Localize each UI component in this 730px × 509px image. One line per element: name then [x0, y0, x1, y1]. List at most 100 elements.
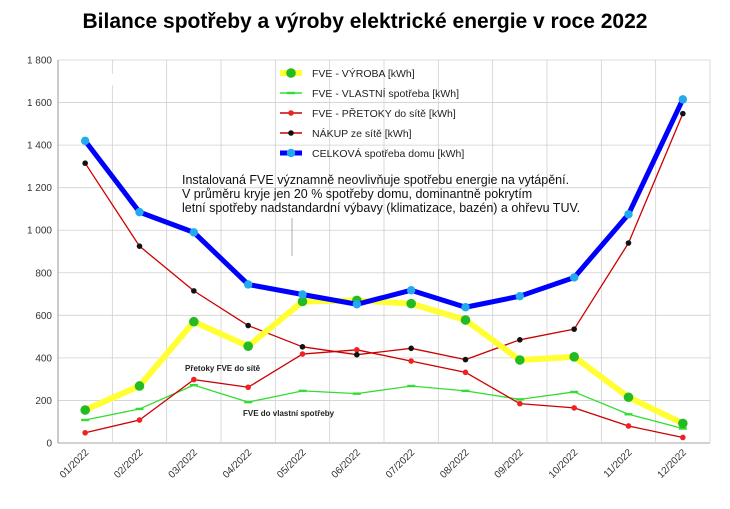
data-point: [461, 303, 470, 312]
x-tick-label: 08/2022: [438, 447, 472, 481]
data-point: [135, 207, 144, 217]
data-point: [460, 315, 471, 325]
series-line: [85, 384, 683, 430]
y-tick-label: 1 200: [27, 183, 52, 194]
data-point: [354, 347, 360, 353]
data-point: [569, 352, 579, 362]
x-tick-label: 06/2022: [330, 447, 364, 481]
data-point: [569, 273, 579, 282]
data-point: [189, 228, 199, 237]
legend-entry: FVE - PŘETOKY do sítě [kWh]: [280, 107, 456, 120]
legend: FVE - VÝROBA [kWh] FVE - VLASTNÍ spotřeba…: [280, 67, 464, 160]
data-point: [135, 407, 144, 411]
legend-label: FVE - PŘETOKY do sítě [kWh]: [312, 107, 456, 120]
legend-swatch-marker: [288, 130, 294, 136]
y-tick-label: 200: [35, 396, 52, 407]
x-tick-label: 04/2022: [221, 447, 255, 481]
data-point: [680, 110, 686, 117]
x-tick-label: 01/2022: [58, 447, 92, 481]
series-line: [83, 297, 685, 427]
x-tick-label: 05/2022: [275, 447, 309, 481]
legend-swatch-marker: [286, 148, 296, 158]
note-line-2: V průměru kryje jen 20 % spotřeby domu, …: [182, 187, 532, 201]
data-point: [82, 160, 88, 166]
data-point: [244, 400, 253, 404]
data-point: [571, 326, 577, 332]
data-point: [408, 358, 414, 364]
data-point: [191, 376, 197, 383]
y-tick-label: 1 800: [27, 56, 52, 67]
legend-label: CELKOVÁ spotřeba domu [kWh]: [312, 147, 464, 160]
data-point: [136, 417, 143, 423]
data-point: [80, 136, 90, 146]
data-point: [678, 95, 688, 104]
annotation-pretoky: Přetoky FVE do sítě: [185, 364, 261, 373]
data-point: [570, 390, 579, 394]
y-tick-label: 1 000: [27, 226, 52, 237]
series-line: [83, 98, 686, 310]
data-point: [625, 423, 632, 429]
legend-entry: FVE - VLASTNÍ spotřeba [kWh]: [280, 87, 459, 100]
data-point: [680, 434, 686, 441]
y-tick-label: 800: [35, 268, 52, 279]
data-point: [408, 345, 414, 352]
data-point: [245, 322, 251, 329]
data-point: [354, 351, 360, 358]
data-point: [352, 300, 362, 309]
data-point: [299, 344, 306, 350]
x-axis-ticks: 01/2022 02/2022 03/2022 04/2022 05/2022 06/20…: [58, 447, 689, 481]
data-point: [515, 398, 524, 401]
grid-lines: [57, 59, 711, 444]
series-line: [85, 349, 683, 439]
series-1: [81, 383, 687, 430]
data-point: [517, 400, 523, 407]
data-point: [461, 389, 470, 393]
chart-title: Bilance spotřeby a výroby elektrické ene…: [82, 10, 648, 33]
y-tick-label: 600: [35, 311, 52, 322]
data-point: [462, 369, 469, 376]
x-tick-label: 07/2022: [384, 447, 418, 481]
data-point: [406, 298, 416, 309]
x-tick-label: 09/2022: [493, 447, 527, 481]
data-point: [243, 280, 253, 289]
note-line-1: Instalovaná FVE významně neovlivňuje spo…: [182, 173, 569, 187]
legend-label: FVE - VLASTNÍ spotřeba [kWh]: [312, 87, 459, 100]
y-tick-label: 1 600: [27, 98, 52, 109]
y-tick-label: 1 400: [27, 141, 52, 152]
data-point: [299, 351, 306, 357]
data-point: [515, 355, 525, 365]
legend-entry: CELKOVÁ spotřeba domu [kWh]: [280, 147, 464, 160]
series-line: [84, 113, 684, 361]
data-point: [82, 429, 88, 436]
annotation-vlastni: FVE do vlastní spotřeby: [243, 409, 335, 418]
data-point: [298, 290, 307, 299]
data-point: [625, 240, 632, 246]
legend-label: FVE - VÝROBA [kWh]: [312, 67, 415, 80]
data-point: [352, 392, 361, 395]
legend-label: NÁKUP ze sítě [kWh]: [312, 127, 412, 140]
y-axis-ticks: 0 200 400 600 800 1 000 1 200 1 400 1 600 1 800: [27, 56, 52, 450]
legend-entry: NÁKUP ze sítě [kWh]: [280, 127, 412, 140]
data-point: [678, 418, 688, 429]
legend-swatch-marker: [288, 110, 294, 116]
x-tick-label: 12/2022: [656, 447, 690, 481]
data-point: [624, 210, 633, 219]
note-box: Instalovaná FVE významně neovlivňuje spo…: [182, 173, 580, 256]
series-2: [82, 347, 686, 441]
x-tick-label: 02/2022: [112, 447, 146, 481]
x-tick-label: 11/2022: [602, 447, 635, 480]
series-group: [80, 95, 688, 441]
legend-entry: FVE - VÝROBA [kWh]: [280, 67, 415, 80]
year-label: 2022: [100, 70, 140, 90]
data-point: [189, 383, 198, 387]
data-point: [81, 418, 90, 422]
data-point: [297, 296, 308, 307]
legend-swatch-marker: [287, 91, 295, 95]
y-tick-label: 400: [35, 353, 52, 364]
data-point: [407, 384, 416, 388]
data-point: [134, 381, 145, 391]
x-tick-label: 10/2022: [547, 447, 581, 481]
data-point: [571, 405, 577, 411]
data-point: [191, 288, 197, 294]
